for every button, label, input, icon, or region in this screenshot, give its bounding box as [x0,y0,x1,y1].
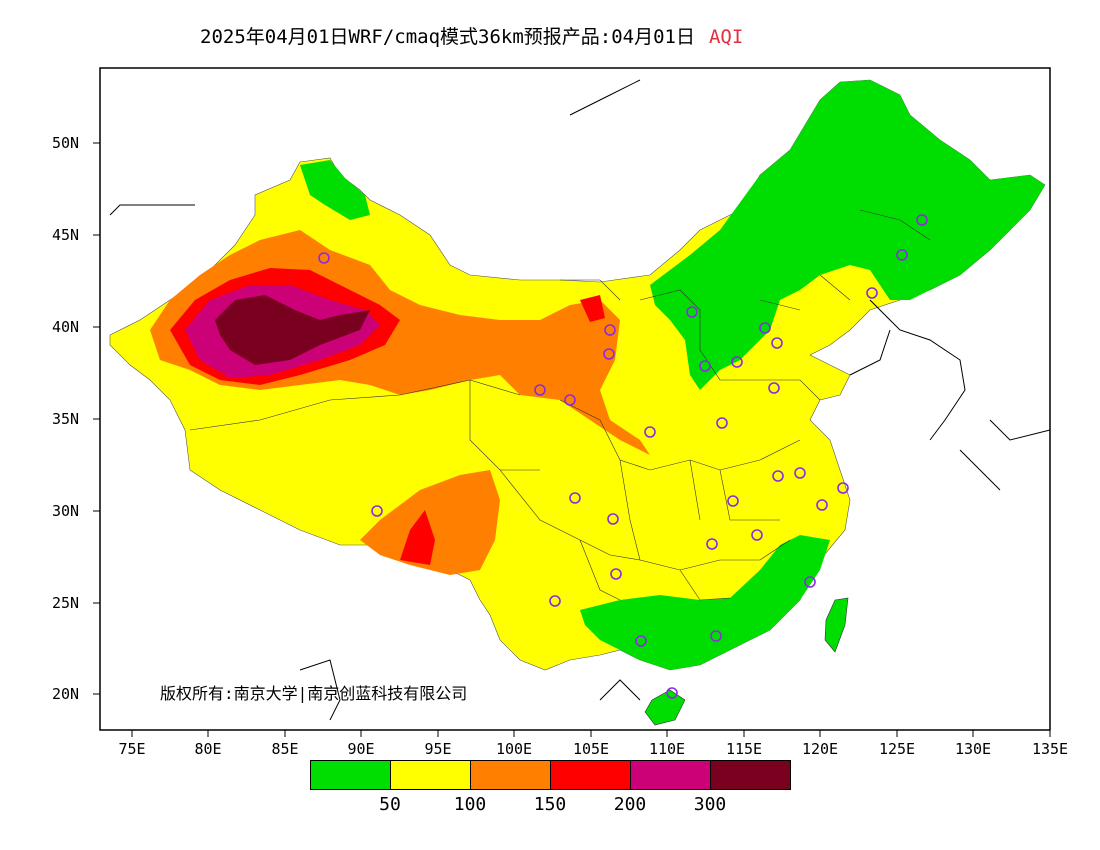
colorbar-label-100: 100 [453,794,487,815]
x-label-135e: 135E [1031,740,1069,758]
colorbar-box-yellow [390,760,471,790]
y-label-35n: 35N [52,410,80,428]
hainan-island [644,689,686,726]
colorbar-box-darkred [710,760,791,790]
red-patch-north [580,295,605,322]
x-label-85e: 85E [271,740,299,758]
y-label-45n: 45N [52,226,80,244]
y-label-40n: 40N [52,318,80,336]
colorbar-label-50: 50 [379,794,401,815]
x-label-115e: 115E [725,740,763,758]
y-label-50n: 50N [52,134,80,152]
axis-ticks [93,142,1051,737]
x-label-100e: 100E [495,740,533,758]
colorbar-label-150: 150 [533,794,567,815]
y-label-25n: 25N [52,594,80,612]
x-label-125e: 125E [878,740,916,758]
northwest-green-patch [300,160,370,220]
y-label-20n: 20N [52,685,80,703]
colorbar-box-magenta [630,760,711,790]
colorbar-box-orange [470,760,551,790]
x-label-75e: 75E [118,740,146,758]
taiwan-island [824,597,849,653]
x-label-120e: 120E [801,740,839,758]
map-title: 2025年04月01日WRF/cmaq模式36km预报产品:04月01日 AQI [200,22,743,49]
x-label-110e: 110E [648,740,686,758]
colorbar-box-green [310,760,391,790]
y-label-30n: 30N [52,502,80,520]
copyright-credit: 版权所有:南京大学|南京创蓝科技有限公司 [160,684,468,703]
title-text: 2025年04月01日WRF/cmaq模式36km预报产品:04月01日 [200,26,695,48]
variable-label: AQI [708,26,744,48]
x-label-90e: 90E [347,740,375,758]
x-label-80e: 80E [194,740,222,758]
x-label-95e: 95E [424,740,452,758]
colorbar-label-300: 300 [693,794,727,815]
red-tibet-region [400,510,435,565]
coastline-east-asia [109,79,1051,721]
colorbar-label-200: 200 [613,794,647,815]
colorbar-box-red [550,760,631,790]
northeast-green-region [650,80,1045,390]
x-label-130e: 130E [954,740,992,758]
province-borders [189,209,931,601]
x-label-105e: 105E [572,740,610,758]
darkred-core-region [215,295,370,365]
observation-sites [318,214,928,699]
orange-tibet-region [360,470,500,575]
